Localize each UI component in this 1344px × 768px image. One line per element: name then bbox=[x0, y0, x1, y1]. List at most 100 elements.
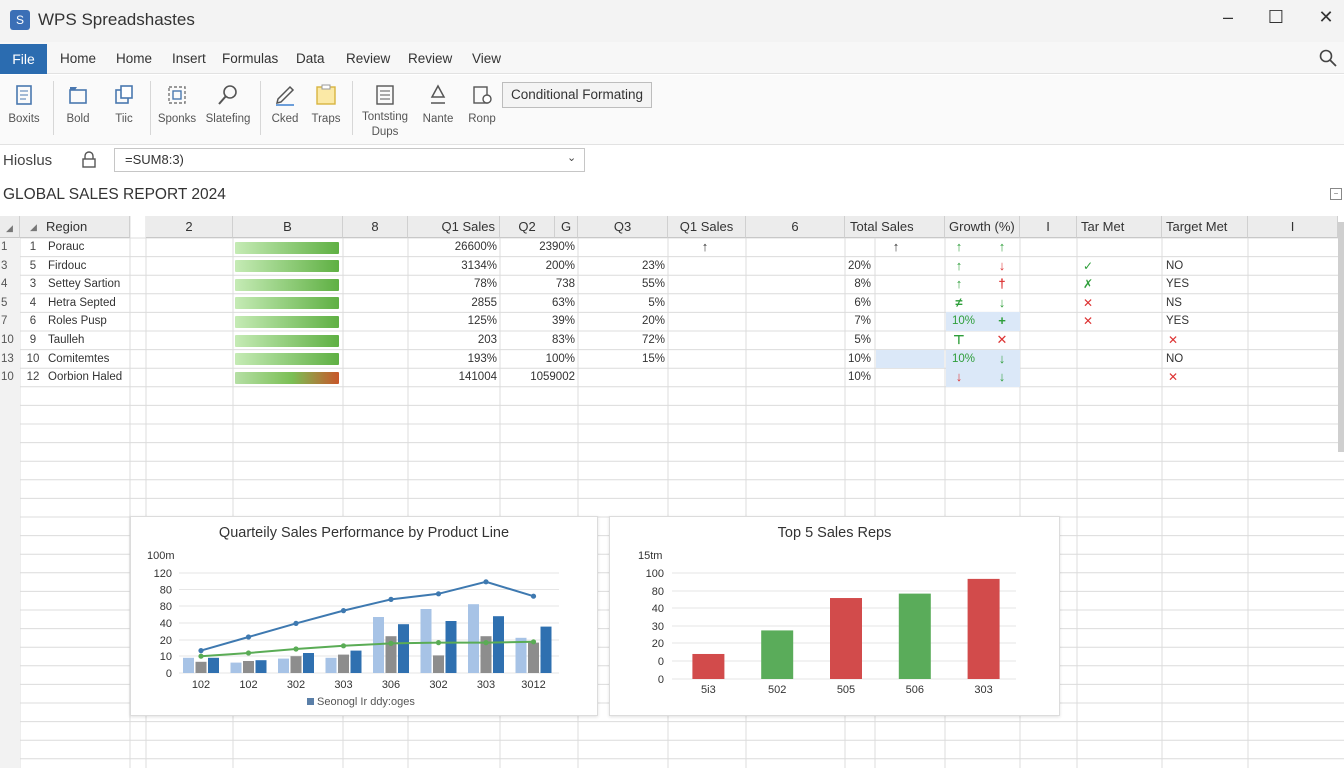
q1-sales-cell[interactable]: 125% bbox=[467, 315, 497, 328]
line-point[interactable] bbox=[340, 608, 347, 614]
line-point[interactable] bbox=[293, 620, 299, 626]
bar-mark[interactable] bbox=[208, 657, 219, 673]
q2-cell[interactable]: 200% bbox=[545, 259, 575, 272]
ribbon-traps-button[interactable]: Traps bbox=[308, 83, 344, 125]
formula-input[interactable]: =SUM8:3) bbox=[114, 148, 585, 172]
q2-cell[interactable]: 83% bbox=[551, 334, 575, 346]
q3-cell[interactable]: 20% bbox=[641, 315, 665, 328]
bar-mark[interactable] bbox=[515, 637, 527, 673]
ribbon-cked-button[interactable]: Cked bbox=[266, 83, 304, 125]
total-sales-cell[interactable]: 20% bbox=[847, 259, 871, 272]
region-name[interactable]: Taulleh bbox=[48, 334, 85, 346]
row-number[interactable]: 4 bbox=[0, 275, 20, 294]
line-point[interactable] bbox=[388, 596, 394, 602]
close-icon[interactable]: ✕ bbox=[1318, 7, 1334, 27]
q2-cell[interactable]: 738 bbox=[555, 278, 575, 291]
top-sales-reps-chart[interactable]: Top 5 Sales Reps 15tm 100 80 40 30 20 0 0 5i3 502… bbox=[609, 516, 1060, 716]
q1-sales-cell[interactable]: 78% bbox=[473, 278, 497, 291]
header-q1-sales-2[interactable]: Q1 Sales bbox=[668, 216, 746, 238]
row-number[interactable]: 3 bbox=[0, 256, 20, 276]
bar-mark[interactable] bbox=[692, 653, 725, 679]
q1-sales-cell[interactable]: 193% bbox=[467, 352, 497, 365]
bar-mark[interactable] bbox=[195, 661, 207, 673]
bar-mark[interactable] bbox=[433, 655, 444, 673]
minimize-icon[interactable]: – bbox=[1222, 7, 1233, 27]
q2-cell[interactable]: 1059002 bbox=[530, 371, 575, 384]
target-met-cell[interactable]: NO bbox=[1166, 352, 1184, 365]
q2-cell[interactable]: 2390% bbox=[539, 241, 575, 253]
header-col-i-2[interactable]: I bbox=[1248, 216, 1338, 238]
bar-mark[interactable] bbox=[243, 661, 254, 673]
ribbon-boxits-button[interactable]: Boxits bbox=[4, 83, 44, 125]
total-sales-cell[interactable]: 10% bbox=[847, 371, 871, 384]
total-sales-cell[interactable]: 10% bbox=[847, 352, 871, 365]
quarterly-sales-chart[interactable]: Quarteily Sales Performance by Product L… bbox=[130, 516, 598, 716]
q3-cell[interactable]: 55% bbox=[641, 278, 665, 291]
total-sales-cell[interactable]: 6% bbox=[854, 296, 871, 309]
target-met-cell[interactable]: NS bbox=[1166, 296, 1182, 309]
bar-mark[interactable] bbox=[967, 578, 1000, 679]
row-number[interactable]: 10 bbox=[0, 368, 20, 387]
header-q3[interactable]: Q3 bbox=[578, 216, 668, 238]
bar-mark[interactable] bbox=[468, 604, 479, 673]
header-total-sales[interactable]: Total Sales bbox=[845, 216, 945, 238]
growth-value[interactable]: 10% bbox=[952, 352, 976, 365]
bar-mark[interactable] bbox=[350, 650, 362, 673]
header-target-met[interactable]: Target Met bbox=[1162, 216, 1248, 238]
name-box[interactable]: Hioslus bbox=[3, 152, 53, 169]
search-icon[interactable] bbox=[1318, 48, 1338, 68]
bar-mark[interactable] bbox=[385, 636, 397, 673]
q3-cell[interactable] bbox=[578, 368, 668, 387]
q1-sales-cell[interactable]: 26600% bbox=[454, 241, 497, 253]
header-q2[interactable]: Q2 bbox=[500, 216, 555, 238]
bar-mark[interactable] bbox=[480, 636, 492, 673]
bar-mark[interactable] bbox=[398, 624, 409, 673]
header-col-b[interactable]: B bbox=[233, 216, 343, 238]
total-sales-cell[interactable]: 7% bbox=[854, 315, 871, 328]
lock-icon[interactable] bbox=[80, 150, 98, 170]
bar-mark[interactable] bbox=[290, 656, 302, 673]
chevron-down-icon[interactable]: ⌄ bbox=[567, 152, 577, 164]
row-number[interactable]: 13 bbox=[0, 349, 20, 369]
bar-mark[interactable] bbox=[303, 653, 314, 673]
menu-review-2[interactable]: Review bbox=[408, 51, 453, 66]
file-menu-button[interactable]: File bbox=[0, 44, 47, 74]
bar-mark[interactable] bbox=[338, 654, 349, 673]
line-point[interactable] bbox=[245, 634, 252, 640]
region-name[interactable]: Firdouc bbox=[48, 259, 87, 272]
bar-mark[interactable] bbox=[898, 593, 931, 679]
bar-mark[interactable] bbox=[325, 657, 337, 673]
total-sales-cell[interactable]: 8% bbox=[854, 278, 871, 291]
ribbon-sponks-button[interactable]: Sponks bbox=[156, 83, 198, 125]
total-sales-cell[interactable]: 5% bbox=[854, 334, 871, 346]
corner[interactable]: ◢ bbox=[0, 216, 20, 238]
header-region[interactable]: Region bbox=[20, 216, 130, 238]
header-col-i[interactable]: I bbox=[1020, 216, 1077, 238]
bar-mark[interactable] bbox=[183, 657, 194, 673]
ribbon-tiic-button[interactable]: Tiic bbox=[106, 83, 142, 125]
conditional-formatting-button[interactable]: Conditional Formating bbox=[502, 82, 652, 108]
row-number[interactable]: 10 bbox=[0, 331, 20, 350]
region-name[interactable]: Porauc bbox=[48, 241, 85, 253]
header-tar-met[interactable]: Tar Met bbox=[1077, 216, 1162, 238]
line-point[interactable] bbox=[435, 640, 442, 646]
bar-mark[interactable] bbox=[445, 621, 457, 673]
bar-mark[interactable] bbox=[278, 658, 289, 673]
region-name[interactable]: Hetra Septed bbox=[48, 296, 116, 309]
header-col-8[interactable]: 8 bbox=[343, 216, 408, 238]
total-sales-cell[interactable] bbox=[845, 238, 875, 257]
menu-home[interactable]: Home bbox=[60, 51, 97, 66]
line-point[interactable] bbox=[388, 640, 394, 646]
ribbon-slatefing-button[interactable]: Slatefing bbox=[203, 83, 253, 125]
menu-review[interactable]: Review bbox=[346, 51, 391, 66]
bar-mark[interactable] bbox=[255, 660, 267, 673]
q2-cell[interactable]: 63% bbox=[551, 296, 575, 309]
line-point[interactable] bbox=[293, 646, 299, 652]
line-point[interactable] bbox=[198, 653, 204, 659]
line-point[interactable] bbox=[245, 650, 252, 656]
row-number[interactable]: 5 bbox=[0, 293, 20, 313]
row-number[interactable]: 7 bbox=[0, 312, 20, 331]
target-met-cell[interactable]: YES bbox=[1166, 278, 1190, 291]
menu-formulas[interactable]: Formulas bbox=[222, 51, 279, 66]
q1-sales-cell[interactable]: 2855 bbox=[471, 296, 497, 309]
